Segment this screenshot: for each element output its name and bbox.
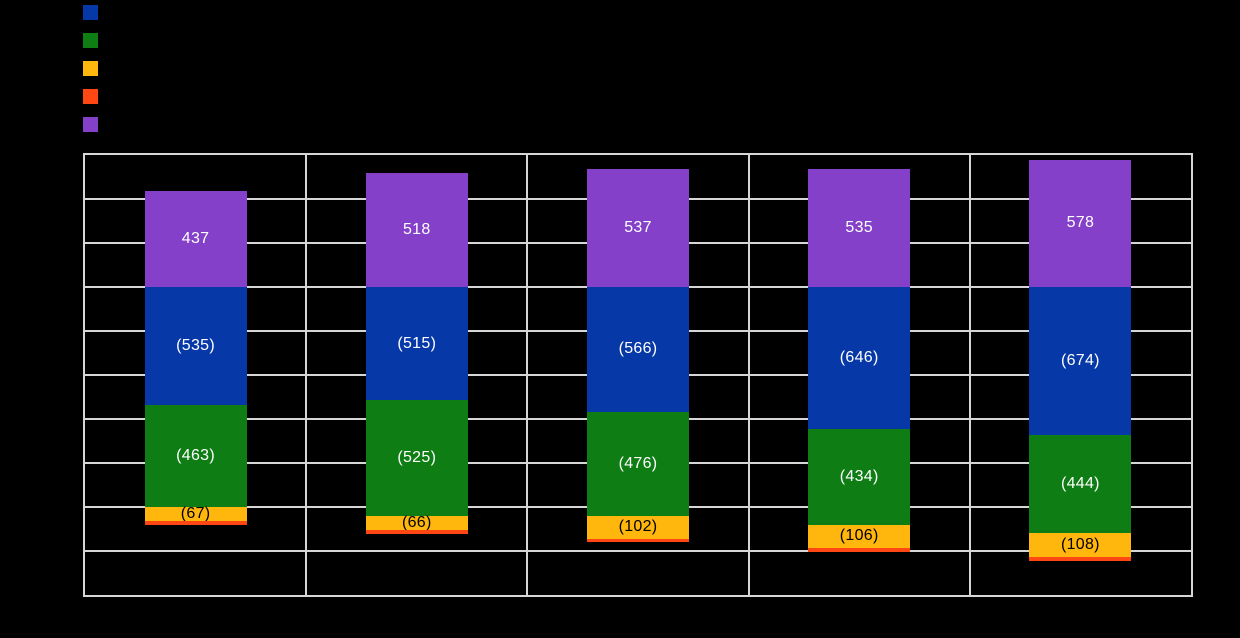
bar-3-segment-purple: 537 bbox=[587, 168, 689, 287]
bar-4-label-purple: 535 bbox=[845, 219, 873, 237]
bar-4-label-green: (434) bbox=[839, 467, 879, 485]
bar-3-segment-green: (476) bbox=[587, 411, 689, 517]
bar-2-segment-green: (525) bbox=[365, 400, 468, 516]
gridline-h bbox=[85, 550, 1191, 552]
bar-2-label-blue: (515) bbox=[397, 334, 437, 352]
legend-swatch-blue bbox=[83, 5, 98, 20]
bar-5-label-amber: (108) bbox=[1060, 535, 1100, 553]
bar-5-segment-amber: (108) bbox=[1029, 532, 1132, 557]
bar-1-segment-amber: (67) bbox=[144, 504, 247, 522]
chart-legend bbox=[83, 5, 106, 145]
bar-5-segment-orange-red bbox=[1029, 556, 1132, 561]
bar-2-segment-blue: (515) bbox=[365, 287, 468, 401]
bar-3-label-purple: 537 bbox=[624, 218, 652, 236]
legend-item-blue bbox=[83, 5, 106, 20]
chart-title bbox=[180, 8, 1220, 138]
bar-1-segment-green: (463) bbox=[144, 404, 247, 507]
bar-4-segment-blue: (646) bbox=[808, 287, 911, 430]
bar-5-segment-purple: 578 bbox=[1029, 159, 1132, 287]
bar-4-segment-amber: (106) bbox=[808, 524, 911, 548]
plot-area: (535) (463) (67) 437 (515) (525) (66) 518 (566) (… bbox=[83, 153, 1193, 597]
bar-4-segment-orange-red bbox=[808, 547, 911, 552]
bar-3-segment-blue: (566) bbox=[587, 287, 689, 412]
bar-1-label-blue: (535) bbox=[176, 336, 216, 354]
bar-5-label-green: (444) bbox=[1060, 475, 1100, 493]
bar-2-segment-amber: (66) bbox=[365, 514, 468, 532]
bar-2-label-amber: (66) bbox=[401, 514, 432, 532]
bar-1-label-amber: (67) bbox=[180, 504, 211, 522]
bar-5-label-purple: 578 bbox=[1066, 214, 1095, 232]
legend-swatch-orange-red bbox=[83, 89, 98, 104]
bar-3-label-amber: (102) bbox=[618, 518, 658, 536]
bar-5-label-blue: (674) bbox=[1060, 352, 1100, 370]
bar-5-segment-green: (444) bbox=[1029, 435, 1132, 533]
bar-1-label-green: (463) bbox=[176, 446, 216, 464]
gridline-v bbox=[305, 155, 308, 595]
bar-1-segment-orange-red bbox=[144, 521, 247, 525]
bar-2-label-purple: 518 bbox=[402, 221, 431, 238]
legend-swatch-green bbox=[83, 33, 98, 48]
bar-4-label-blue: (646) bbox=[839, 349, 879, 367]
legend-item-purple bbox=[83, 117, 106, 132]
bar-3-label-blue: (566) bbox=[618, 340, 658, 358]
bar-4-segment-purple: 535 bbox=[808, 169, 911, 287]
bar-4-segment-green: (434) bbox=[808, 429, 911, 525]
bar-3-segment-amber: (102) bbox=[587, 516, 689, 539]
gridline-v bbox=[526, 155, 529, 595]
bar-2-segment-orange-red bbox=[365, 530, 468, 534]
legend-swatch-purple bbox=[83, 117, 98, 132]
bar-2-label-green: (525) bbox=[397, 449, 437, 467]
bar-5-segment-blue: (674) bbox=[1029, 287, 1132, 436]
legend-item-amber bbox=[83, 61, 106, 76]
bar-3-segment-orange-red bbox=[587, 538, 689, 542]
bar-3-label-green: (476) bbox=[618, 454, 658, 472]
bar-1-label-purple: 437 bbox=[181, 229, 210, 247]
legend-item-orange-red bbox=[83, 89, 106, 104]
legend-swatch-amber bbox=[83, 61, 98, 76]
bar-2-segment-purple: 518 bbox=[365, 173, 468, 287]
gridline-v bbox=[968, 155, 971, 595]
plot-inner: (535) (463) (67) 437 (515) (525) (66) 518 (566) (… bbox=[85, 155, 1191, 595]
bar-4-label-amber: (106) bbox=[839, 527, 879, 545]
bar-1-segment-blue: (535) bbox=[144, 287, 247, 405]
bar-1-segment-purple: 437 bbox=[144, 190, 247, 287]
legend-item-green bbox=[83, 33, 106, 48]
gridline-v bbox=[747, 155, 750, 595]
